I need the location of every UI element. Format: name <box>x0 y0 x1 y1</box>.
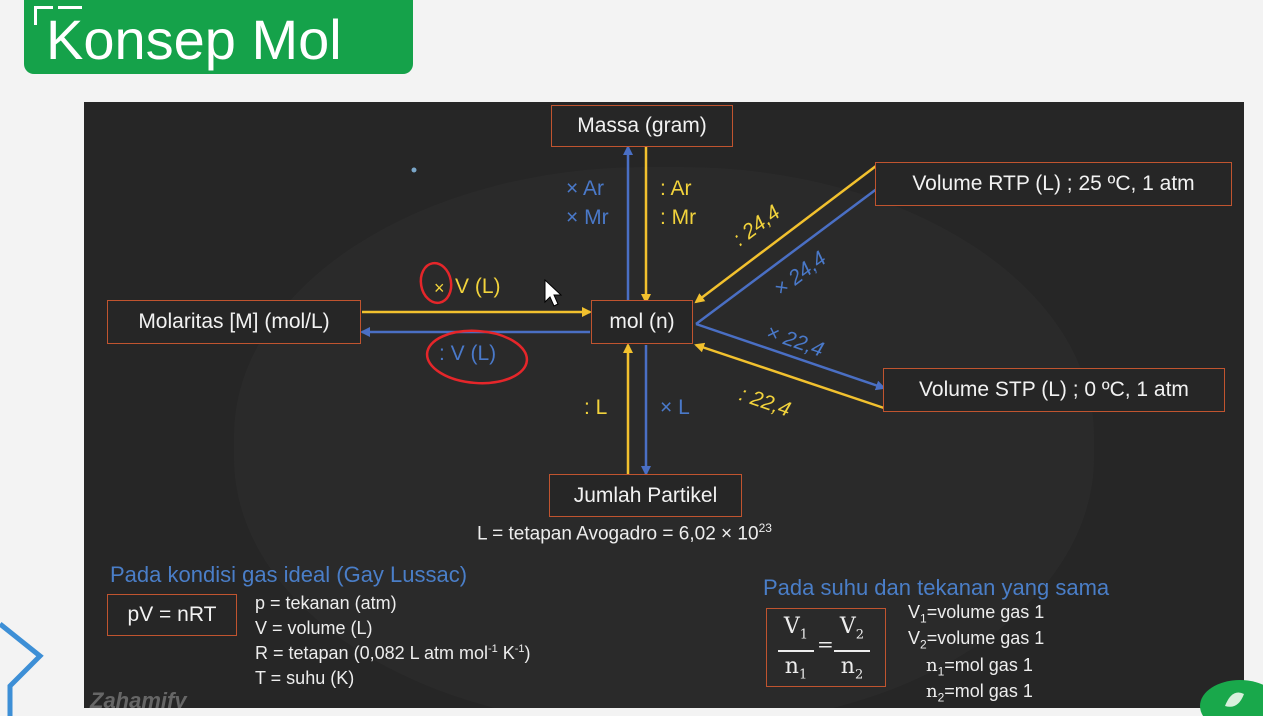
fraction-v2-n2: V2 n2 <box>834 614 870 689</box>
edge-label-divide-mr: : Mr <box>660 206 697 229</box>
frac1-num: V <box>783 614 800 639</box>
ideal-gas-r-prefix: R = tetapan (0,082 L atm mol <box>255 643 488 663</box>
node-volume-stp-label: Volume STP (L) ; 0 ºC, 1 atm <box>919 378 1189 401</box>
node-jumlah-partikel: Jumlah Partikel <box>549 474 742 517</box>
legend-n1: n1=mol gas 1 <box>926 655 1033 679</box>
frac2-den-sub: 2 <box>854 667 864 683</box>
node-volume-rtp-label: Volume RTP (L) ; 25 ºC, 1 atm <box>912 172 1195 195</box>
title-dash-decoration <box>58 6 82 9</box>
ideal-gas-r-suffix: ) <box>524 643 531 663</box>
node-mol-label: mol (n) <box>609 310 675 333</box>
node-volume-stp: Volume STP (L) ; 0 ºC, 1 atm <box>883 368 1225 412</box>
legend-n1-sub: 1 <box>937 664 945 679</box>
ideal-gas-title: Pada kondisi gas ideal (Gay Lussac) <box>110 562 468 587</box>
ideal-gas-r: R = tetapan (0,082 L atm mol-1 K-1) <box>255 643 531 664</box>
legend-n2-text: =mol gas 1 <box>944 681 1033 701</box>
legend-v1: V1=volume gas 1 <box>908 602 1044 626</box>
arrow-stp-to-mol <box>694 342 885 410</box>
frac2-num-sub: 2 <box>855 627 865 643</box>
blue-play-shape-icon <box>0 622 44 716</box>
legend-v2-sub: 2 <box>920 637 927 652</box>
annotation-circle-times <box>419 261 453 305</box>
frac1-den: n <box>784 654 799 680</box>
edge-label-divide-l: : L <box>584 396 608 419</box>
zahamify-logo: Zahamify <box>90 688 187 708</box>
frac2-num: V <box>839 614 856 639</box>
arrow-layer <box>360 145 888 476</box>
slide-canvas: Massa (gram) mol (n) Molaritas [M] (mol/… <box>84 102 1244 708</box>
legend-n2-sym: n <box>926 681 938 702</box>
frac2-den: n <box>840 654 855 680</box>
fraction-n1-denominator: n1 <box>778 654 814 688</box>
fraction-n2-denominator: n2 <box>834 654 870 688</box>
same-conditions-title: Pada suhu dan tekanan yang sama <box>763 575 1110 600</box>
node-massa-label: Massa (gram) <box>577 114 707 137</box>
legend-v1-sym: V <box>908 602 921 622</box>
node-molaritas-label: Molaritas [M] (mol/L) <box>138 310 330 333</box>
ideal-gas-formula: pV = nRT <box>127 603 217 626</box>
legend-n1-text: =mol gas 1 <box>944 655 1033 675</box>
frac1-den-sub: 1 <box>798 667 808 683</box>
node-volume-rtp: Volume RTP (L) ; 25 ºC, 1 atm <box>875 162 1232 206</box>
ideal-gas-v: V = volume (L) <box>255 618 373 638</box>
fraction-equals: = <box>817 632 834 656</box>
edge-label-times-l: × L <box>660 396 690 419</box>
node-mol: mol (n) <box>591 300 693 344</box>
ideal-gas-r-exp1: -1 <box>487 643 498 655</box>
node-massa: Massa (gram) <box>551 105 733 147</box>
edge-label-times-v: V (L) <box>455 275 501 298</box>
fraction-1-bar <box>778 650 814 653</box>
frac1-num-sub: 1 <box>799 627 809 643</box>
annotation-circle-divide-v <box>425 329 529 385</box>
page-title: Konsep Mol <box>46 8 342 71</box>
legend-v2-text: =volume gas 1 <box>926 628 1045 648</box>
avogadro-text: L = tetapan Avogadro = 6,02 × 10 <box>477 523 759 545</box>
avogadro-exponent: 23 <box>758 521 772 535</box>
avogadro-constant: L = tetapan Avogadro = 6,02 × 1023 <box>477 521 772 545</box>
green-leaf-icon <box>1200 680 1263 716</box>
edge-label-times-ar: × Ar <box>566 177 604 200</box>
legend-v2-sym: V <box>908 628 921 648</box>
edge-label-divide-v: : V (L) <box>439 342 497 365</box>
arrow-rtp-to-mol <box>694 165 877 304</box>
edge-label-divide-ar: : Ar <box>660 177 692 200</box>
ideal-gas-r-exp2: -1 <box>514 643 525 655</box>
legend-n2: n2=mol gas 1 <box>926 681 1033 705</box>
title-banner: Konsep Mol <box>24 0 413 74</box>
avogadro-law-box <box>766 608 886 687</box>
ideal-gas-r-mid: K <box>497 643 515 663</box>
background-watermark-shape <box>234 167 1094 708</box>
ideal-gas-p: p = tekanan (atm) <box>255 593 397 613</box>
legend-n1-sym: n <box>926 655 938 676</box>
node-molaritas: Molaritas [M] (mol/L) <box>107 300 361 344</box>
fraction-v2-numerator: V2 <box>834 614 870 648</box>
fraction-v1-n1: V1 n1 <box>778 614 814 689</box>
arrow-mol-to-stp <box>695 322 886 391</box>
ideal-gas-formula-box: pV = nRT <box>107 594 237 636</box>
stray-dot <box>411 167 417 173</box>
edge-label-times-sign: × <box>434 278 445 298</box>
node-jumlah-partikel-label: Jumlah Partikel <box>573 483 718 507</box>
fraction-v1-numerator: V1 <box>778 614 814 648</box>
edge-label-times-mr: × Mr <box>566 206 609 229</box>
legend-v1-sub: 1 <box>920 611 927 626</box>
corner-bracket-icon <box>34 6 53 25</box>
ideal-gas-t: T = suhu (K) <box>255 668 355 688</box>
mouse-cursor-icon <box>544 278 563 307</box>
legend-n2-sub: 2 <box>937 690 945 705</box>
fraction-2-bar <box>834 650 870 653</box>
legend-v1-text: =volume gas 1 <box>926 602 1045 622</box>
legend-v2: V2=volume gas 1 <box>908 628 1044 652</box>
arrow-mol-to-rtp <box>695 180 888 326</box>
